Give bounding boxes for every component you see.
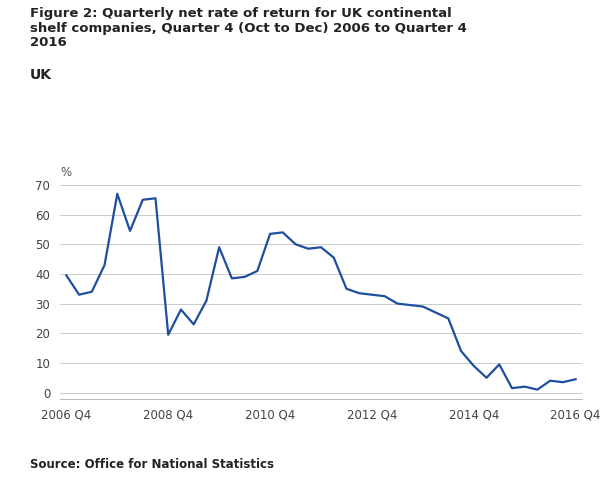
Text: Figure 2: Quarterly net rate of return for UK continental: Figure 2: Quarterly net rate of return f… [30,7,452,20]
Text: shelf companies, Quarter 4 (Oct to Dec) 2006 to Quarter 4: shelf companies, Quarter 4 (Oct to Dec) … [30,22,467,35]
Text: Source: Office for National Statistics: Source: Office for National Statistics [30,458,274,471]
Text: UK: UK [30,68,52,82]
Text: 2016: 2016 [30,36,67,50]
Text: %: % [60,166,71,179]
